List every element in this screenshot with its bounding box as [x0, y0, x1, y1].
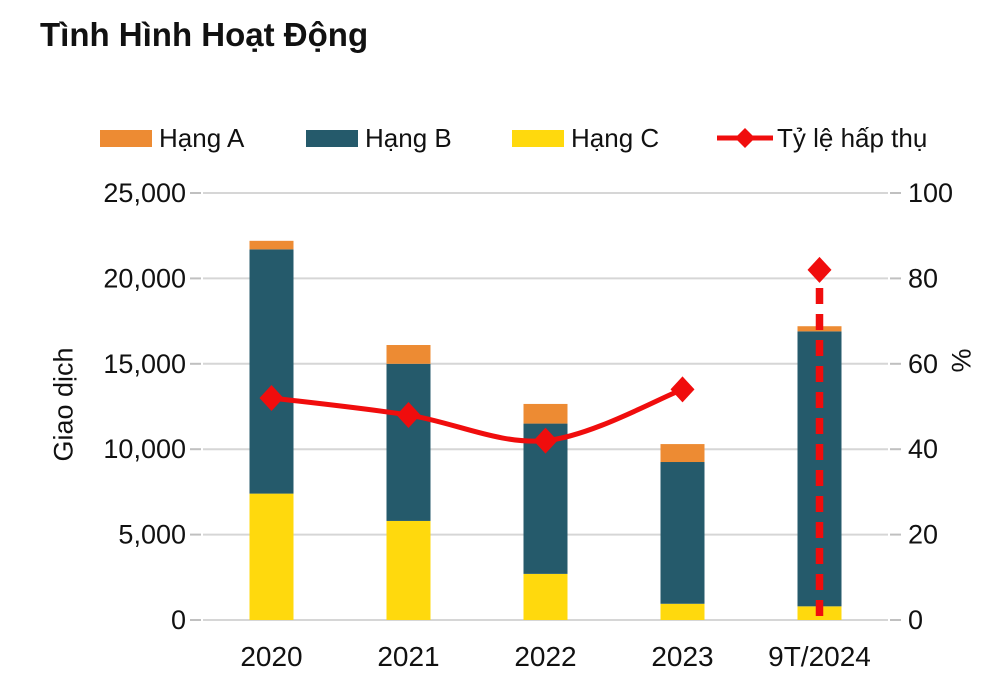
absorption-markers [259, 256, 832, 454]
bar-2023-Hạng C [660, 603, 705, 620]
legend-line-diamond-icon [717, 128, 773, 148]
svg-text:20,000: 20,000 [103, 263, 186, 293]
left-axis-title: Giao dịch [48, 347, 79, 462]
page-title: Tình Hình Hoạt Động [40, 16, 369, 53]
legend-label-hang-b: Hạng B [365, 122, 452, 153]
svg-text:15,000: 15,000 [103, 349, 186, 379]
marker-2020 [259, 384, 284, 411]
bar-2020-Hạng A [249, 240, 294, 250]
legend-item-hang-c: Hạng C [512, 120, 659, 156]
bar-2022-Hạng A [523, 403, 568, 424]
absorption-line [269, 386, 685, 444]
right-axis-title: % [946, 348, 977, 373]
bar-2023-Hạng B [660, 462, 705, 604]
svg-text:80: 80 [908, 263, 938, 293]
legend-label-hang-c: Hạng C [571, 122, 660, 153]
legend-label-hang-a: Hạng A [159, 122, 245, 153]
legend-swatch-hang-a-icon [100, 129, 152, 147]
legend-item-hang-a: Hạng A [100, 120, 244, 156]
bar-2020-Hạng C [249, 493, 294, 620]
marker-9T/2024 [807, 256, 832, 283]
right-axis-tick-labels: 0 20 40 60 80 100 [908, 178, 953, 635]
svg-text:60: 60 [908, 349, 938, 379]
bar-2022-Hạng C [523, 573, 568, 620]
svg-text:40: 40 [908, 434, 938, 464]
bar-2023-Hạng A [660, 444, 705, 463]
x-label-2022: 2022 [514, 641, 576, 672]
bar-2020-Hạng B [249, 249, 294, 494]
marker-2021 [396, 402, 421, 429]
bar-2021-Hạng A [386, 345, 431, 364]
svg-text:20: 20 [908, 520, 938, 550]
x-axis-labels: 2020 2021 2022 2023 9T/2024 [240, 641, 871, 672]
marker-2023 [670, 376, 695, 403]
legend-item-hang-b: Hạng B [306, 120, 452, 156]
svg-text:0: 0 [171, 605, 186, 635]
legend-swatch-hang-b-icon [306, 129, 358, 147]
svg-text:10,000: 10,000 [103, 434, 186, 464]
x-label-2021: 2021 [377, 641, 439, 672]
legend-label-ty-le-hap-thu: Tỷ lệ hấp thụ [777, 122, 928, 153]
svg-text:5,000: 5,000 [118, 520, 186, 550]
legend-swatch-hang-c-icon [512, 129, 564, 147]
x-label-9T/2024: 9T/2024 [768, 641, 871, 672]
legend-item-ty-le-hap-thu: Tỷ lệ hấp thụ [716, 120, 927, 156]
left-axis-tick-labels: 0 5,000 10,000 15,000 20,000 25,000 [103, 178, 186, 635]
svg-text:0: 0 [908, 605, 923, 635]
bar-2021-Hạng B [386, 363, 431, 521]
svg-text:100: 100 [908, 178, 953, 208]
svg-text:25,000: 25,000 [103, 178, 186, 208]
x-label-2023: 2023 [651, 641, 713, 672]
bar-2021-Hạng C [386, 520, 431, 620]
marker-2022 [533, 427, 558, 454]
x-label-2020: 2020 [240, 641, 302, 672]
